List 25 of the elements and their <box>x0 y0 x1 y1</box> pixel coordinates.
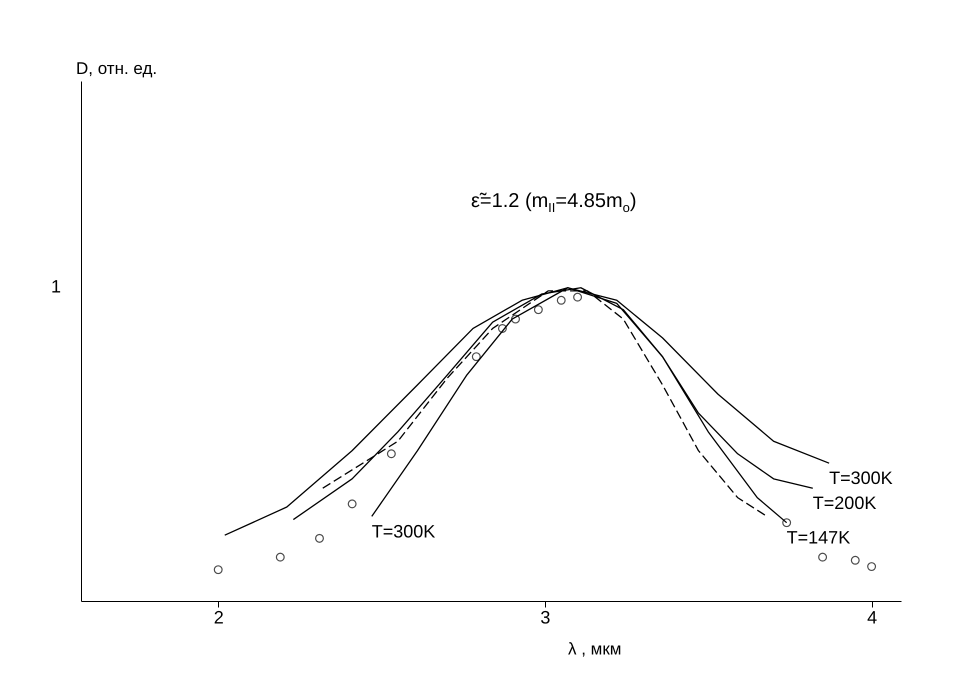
point <box>276 552 285 562</box>
point <box>386 449 396 458</box>
text: D, отн. ед. <box>76 59 158 78</box>
point <box>498 324 507 333</box>
point <box>867 562 876 572</box>
point <box>782 518 792 528</box>
point <box>556 296 566 305</box>
point <box>818 552 828 562</box>
x-tick-label: 4 <box>867 608 878 628</box>
point <box>511 314 520 324</box>
x-tick-label: 3 <box>540 608 550 628</box>
point <box>315 534 324 543</box>
text: 1 <box>50 276 61 297</box>
annotation: T=200K <box>812 493 876 514</box>
point <box>534 305 543 314</box>
x-axis-title: λ , мкм <box>568 640 622 658</box>
point <box>214 565 223 574</box>
annotation: T=300K <box>372 521 436 542</box>
point <box>850 556 860 565</box>
annotation: T=300K <box>829 468 893 488</box>
point <box>348 499 357 508</box>
point <box>472 352 481 362</box>
point <box>573 292 582 302</box>
x-tick-label: 2 <box>214 608 224 628</box>
annotation: T=147K <box>786 528 850 548</box>
